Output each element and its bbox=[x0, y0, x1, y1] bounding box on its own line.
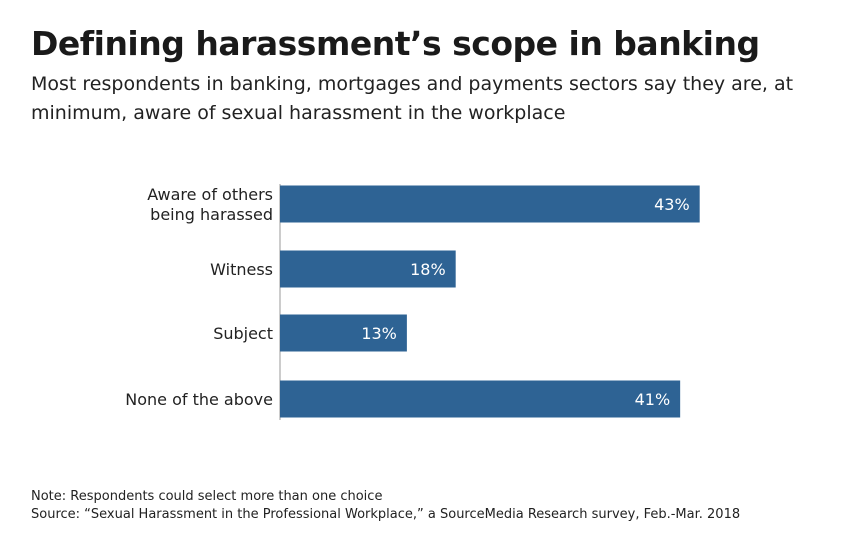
bar bbox=[280, 380, 681, 418]
category-label: None of the above bbox=[125, 390, 273, 409]
category-label: Aware of others being harassed bbox=[147, 185, 273, 224]
bar bbox=[280, 250, 456, 288]
category-label: Subject bbox=[213, 324, 273, 343]
chart-subtitle: Most respondents in banking, mortgages a… bbox=[31, 73, 794, 124]
bar bbox=[280, 314, 407, 352]
bar-value-label: 43% bbox=[654, 195, 690, 214]
bar-value-label: 41% bbox=[635, 390, 671, 409]
bars-layer: 43% Aware of others being harassed 18% Witne… bbox=[125, 184, 700, 420]
bar bbox=[280, 185, 700, 223]
chart-note: Note: Respondents could select more than… bbox=[31, 489, 383, 504]
chart-source: Source: “Sexual Harassment in the Profes… bbox=[31, 507, 741, 522]
bar-value-label: 13% bbox=[361, 324, 397, 343]
bar-value-label: 18% bbox=[410, 260, 446, 279]
chart-title: Defining harassment’s scope in banking bbox=[31, 24, 760, 63]
category-label: Witness bbox=[210, 260, 273, 279]
